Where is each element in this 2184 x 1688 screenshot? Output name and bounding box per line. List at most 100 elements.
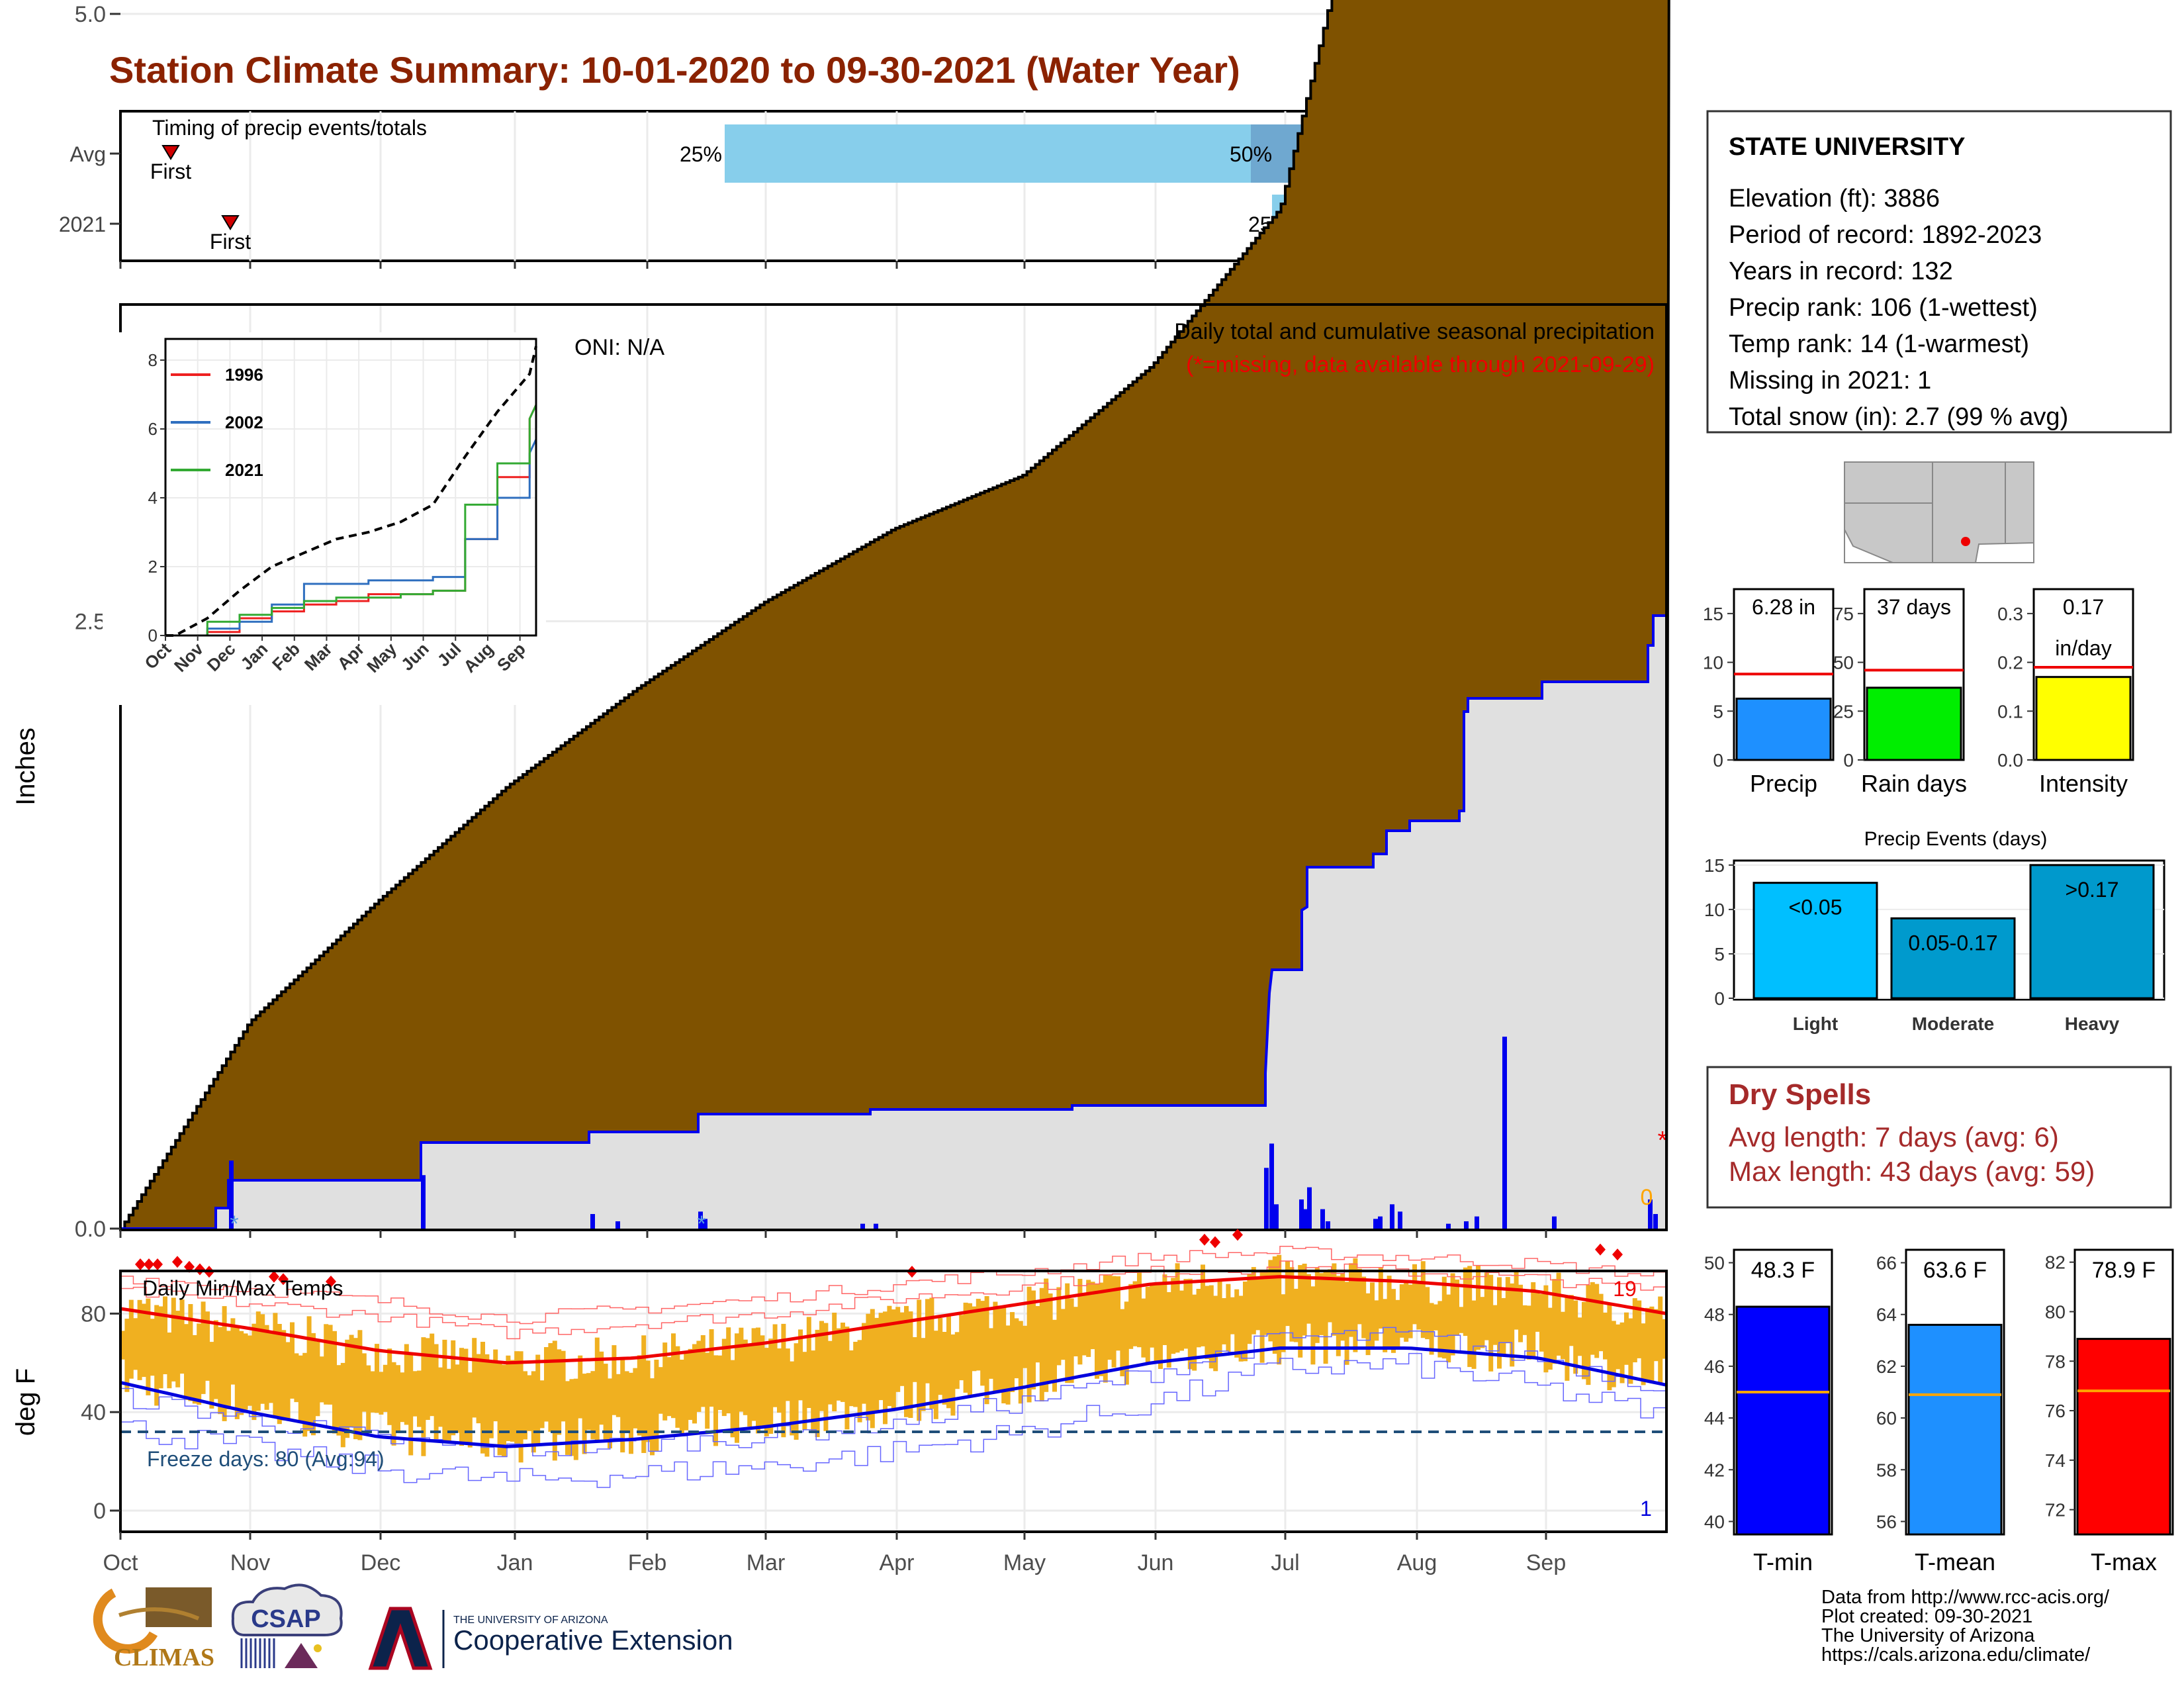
daily-temp-bar — [993, 1301, 998, 1391]
daily-temp-bar — [841, 1323, 845, 1402]
record-high-marker — [1232, 1229, 1243, 1241]
daily-temp-bar — [1492, 1305, 1498, 1345]
daily-precip-bar — [1307, 1187, 1312, 1229]
temp-bar-tick-label: 56 — [1876, 1511, 1897, 1532]
inset-legend-label: 2021 — [225, 460, 263, 480]
daily-temp-bar — [1526, 1305, 1531, 1360]
csap-logo-cloud — [231, 1583, 343, 1636]
temp-ytick-label: 0 — [93, 1499, 106, 1524]
month-axis-label: Oct — [103, 1550, 138, 1575]
daily-temp-bar — [552, 1340, 557, 1461]
precip-events-tick-label: 5 — [1714, 944, 1725, 964]
daily-temp-bar — [1314, 1267, 1320, 1343]
daily-temp-bar — [463, 1348, 469, 1442]
daily-temp-bar — [1171, 1278, 1176, 1354]
daily-temp-bar — [306, 1316, 312, 1431]
record-high-marker — [326, 1276, 336, 1288]
daily-temp-bar — [709, 1329, 714, 1407]
daily-temp-bar — [629, 1372, 633, 1454]
daily-temp-bar — [1306, 1274, 1311, 1324]
summary-bar-value — [2035, 676, 2132, 761]
first-event-marker — [221, 215, 240, 230]
daily-precip-bar — [1304, 1209, 1308, 1229]
record-high-marker — [144, 1258, 154, 1270]
daily-temp-bar — [1332, 1263, 1337, 1336]
daily-temp-bar — [184, 1324, 189, 1400]
daily-temp-bar — [1065, 1283, 1070, 1383]
daily-temp-bar — [421, 1337, 426, 1456]
daily-precip-bar — [860, 1223, 865, 1229]
daily-temp-bar — [209, 1342, 214, 1409]
daily-temp-bar — [340, 1362, 345, 1448]
station-info-line: Missing in 2021: 1 — [1729, 367, 1931, 395]
daily-temp-bar — [1018, 1321, 1023, 1404]
daily-temp-bar — [650, 1378, 655, 1456]
daily-temp-bar — [696, 1340, 702, 1412]
temp-bar-tick-label: 82 — [2045, 1252, 2066, 1273]
summary-bar-value — [1866, 686, 1962, 761]
daily-temp-bar — [1281, 1294, 1286, 1352]
daily-temp-bar — [1175, 1263, 1180, 1353]
daily-temp-bar — [1577, 1317, 1582, 1356]
temp-bar-label: T-min — [1753, 1548, 1813, 1575]
daily-temp-bar — [772, 1324, 778, 1407]
inset-ytick-label: 6 — [148, 419, 158, 439]
precip-ytick-label: 5.0 — [75, 2, 106, 27]
first-event-label: First — [210, 230, 251, 254]
daily-temp-bar — [1433, 1304, 1438, 1331]
daily-temp-bar — [154, 1305, 159, 1406]
summary-bar-tick-label: 50 — [1833, 653, 1854, 673]
daily-temp-bar — [1429, 1303, 1434, 1355]
daily-temp-bar — [1476, 1265, 1480, 1350]
temp-bar-value — [1735, 1305, 1831, 1536]
daily-temp-bar — [662, 1342, 668, 1421]
daily-temp-bar — [446, 1368, 451, 1442]
daily-temp-bar — [1556, 1272, 1561, 1356]
daily-temp-bar — [1251, 1267, 1256, 1335]
daily-temp-bar — [1425, 1287, 1430, 1340]
daily-temp-bar — [1150, 1282, 1155, 1348]
daily-precip-bar — [1269, 1143, 1274, 1229]
daily-temp-bar — [1208, 1285, 1214, 1369]
daily-temp-bar — [404, 1344, 409, 1425]
summary-bar-value-label: 0.17 — [2063, 595, 2104, 619]
daily-temp-bar — [1052, 1319, 1057, 1392]
daily-temp-bar — [1395, 1299, 1400, 1350]
daily-temp-bar — [848, 1350, 854, 1407]
daily-temp-bar — [679, 1360, 684, 1435]
daily-temp-bar — [298, 1355, 303, 1421]
temp-bar-label: T-mean — [1915, 1548, 1995, 1575]
daily-temp-bar — [1344, 1282, 1349, 1365]
daily-temp-bar — [467, 1372, 473, 1448]
daily-temp-bar — [535, 1354, 541, 1444]
daily-temp-bar — [1187, 1278, 1193, 1370]
daily-temp-bar — [1573, 1300, 1578, 1374]
precip-event-bar — [1890, 917, 2016, 1000]
temp-bar-value-label: 78.9 F — [2092, 1258, 2156, 1283]
daily-temp-bar — [375, 1344, 379, 1413]
climas-logo-swirl — [93, 1588, 158, 1654]
daily-temp-bar — [726, 1327, 731, 1414]
daily-temp-bar — [565, 1381, 570, 1455]
daily-temp-bar — [315, 1341, 320, 1417]
summary-bar-tick-label: 0.3 — [1997, 604, 2023, 624]
daily-temp-bar — [1539, 1293, 1544, 1352]
daily-temp-bar — [1480, 1297, 1485, 1348]
daily-temp-bar — [1569, 1295, 1574, 1346]
daily-temp-bar — [912, 1337, 917, 1382]
daily-temp-bar — [904, 1305, 909, 1417]
daily-temp-bar — [396, 1365, 400, 1431]
daily-temp-bar — [1624, 1312, 1629, 1365]
daily-temp-bar — [1179, 1290, 1184, 1351]
daily-temp-bar — [866, 1313, 871, 1421]
daily-temp-bar — [488, 1361, 494, 1438]
daily-temp-bar — [218, 1327, 223, 1415]
daily-temp-bar — [222, 1306, 227, 1421]
timing-row-label: 2021 — [59, 212, 106, 236]
daily-temp-bar — [281, 1330, 287, 1421]
inset-series-line — [165, 438, 537, 637]
summary-bar-tick-label: 25 — [1833, 701, 1854, 722]
temp-bar-tick-label: 76 — [2045, 1401, 2066, 1421]
daily-temp-bar — [989, 1328, 993, 1379]
record-high-marker — [152, 1258, 163, 1270]
